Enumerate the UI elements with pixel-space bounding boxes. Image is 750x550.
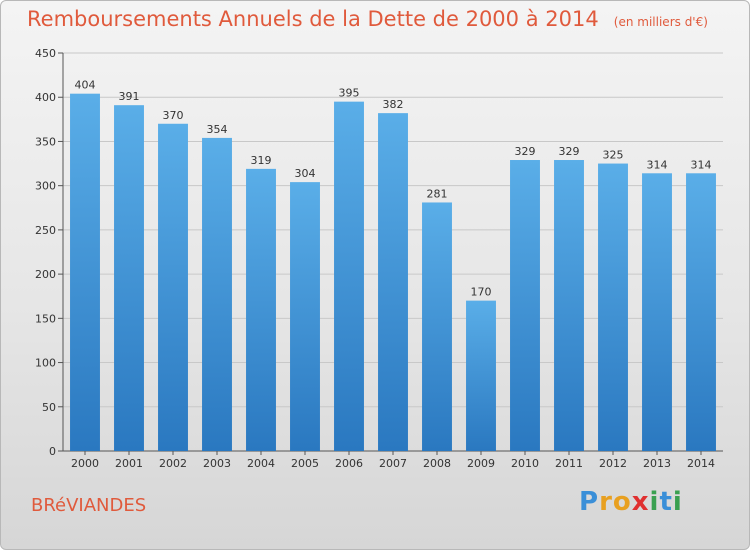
- value-label: 314: [691, 158, 712, 171]
- logo-letter: x: [631, 487, 650, 517]
- bar-2001: [114, 105, 144, 451]
- value-label: 395: [339, 87, 360, 100]
- x-tick-label: 2014: [687, 457, 715, 470]
- x-tick-label: 2004: [247, 457, 275, 470]
- value-label: 370: [163, 109, 184, 122]
- x-tick-label: 2006: [335, 457, 363, 470]
- logo-letter: r: [599, 487, 613, 517]
- bar-2007: [378, 113, 408, 452]
- y-tick-label: 300: [35, 180, 56, 193]
- x-tick-label: 2011: [555, 457, 583, 470]
- x-tick-label: 2002: [159, 457, 187, 470]
- bar-2008: [422, 202, 452, 451]
- y-tick-label: 350: [35, 135, 56, 148]
- logo-letter: P: [579, 487, 600, 517]
- bar-2002: [158, 123, 188, 451]
- x-tick-label: 2008: [423, 457, 451, 470]
- bar-2013: [642, 173, 672, 452]
- bar-2006: [334, 101, 364, 452]
- logo-letter: i: [672, 487, 683, 517]
- bar-2011: [554, 160, 584, 452]
- y-tick-label: 100: [35, 357, 56, 370]
- value-label: 314: [647, 158, 668, 171]
- x-tick-label: 2010: [511, 457, 539, 470]
- commune-name: BRéVIANDES: [31, 495, 147, 516]
- x-tick-label: 2013: [643, 457, 671, 470]
- title-text: Remboursements Annuels de la Dette de 20…: [27, 7, 599, 31]
- bar-2010: [510, 160, 540, 452]
- unit-text: (en milliers d'€): [613, 15, 708, 29]
- bar-2009: [466, 300, 496, 451]
- bar-2014: [686, 173, 716, 452]
- x-tick-label: 2007: [379, 457, 407, 470]
- bar-2005: [290, 182, 320, 451]
- x-tick-label: 2009: [467, 457, 495, 470]
- y-tick-label: 150: [35, 312, 56, 325]
- bar-2004: [246, 168, 276, 451]
- y-tick-label: 400: [35, 91, 56, 104]
- value-label: 319: [251, 154, 272, 167]
- logo-letter: o: [612, 487, 632, 517]
- x-tick-label: 2005: [291, 457, 319, 470]
- value-label: 391: [119, 90, 140, 103]
- value-label: 382: [383, 98, 404, 111]
- x-tick-label: 2003: [203, 457, 231, 470]
- value-label: 281: [427, 187, 448, 200]
- value-label: 325: [603, 149, 624, 162]
- bar-2000: [70, 93, 100, 451]
- y-tick-label: 50: [42, 401, 56, 414]
- value-label: 329: [559, 145, 580, 158]
- bar-2012: [598, 163, 628, 452]
- y-tick-label: 200: [35, 268, 56, 281]
- x-tick-label: 2012: [599, 457, 627, 470]
- bar-2003: [202, 137, 232, 451]
- y-tick-label: 0: [49, 445, 56, 458]
- proxiti-logo: Proxiti: [579, 487, 683, 517]
- logo-letter: t: [659, 487, 673, 517]
- y-tick-label: 450: [35, 47, 56, 60]
- y-tick-label: 250: [35, 224, 56, 237]
- value-label: 404: [75, 79, 96, 92]
- chart-title: Remboursements Annuels de la Dette de 20…: [27, 7, 708, 31]
- x-tick-label: 2000: [71, 457, 99, 470]
- value-label: 329: [515, 145, 536, 158]
- value-label: 304: [295, 167, 316, 180]
- value-label: 170: [471, 286, 492, 299]
- value-label: 354: [207, 123, 228, 136]
- logo-letter: i: [649, 487, 660, 517]
- x-tick-label: 2001: [115, 457, 143, 470]
